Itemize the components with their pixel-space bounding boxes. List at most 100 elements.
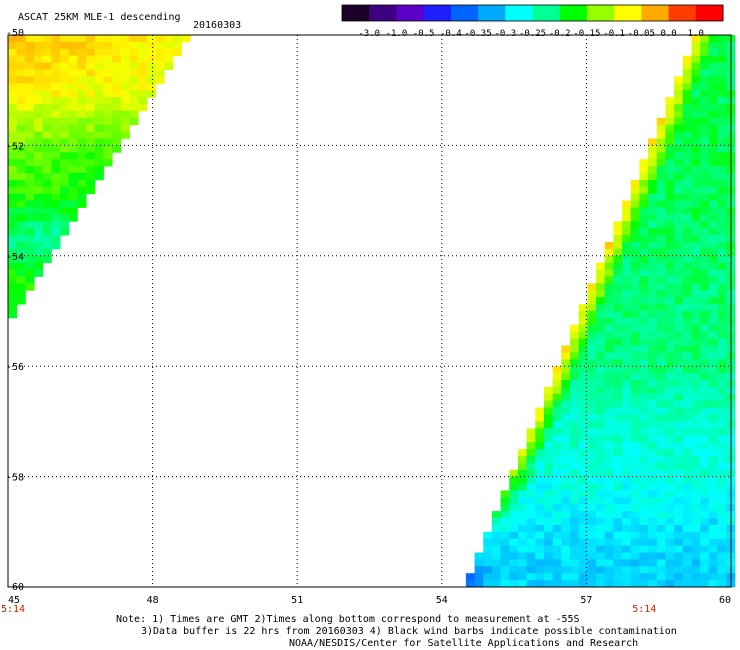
data-cell [622,380,632,388]
data-cell [604,366,614,374]
data-cell [596,566,606,574]
data-cell [544,386,554,395]
data-cell [700,117,710,126]
data-cell [587,497,597,505]
data-cell [68,55,78,63]
data-cell [648,435,658,443]
data-cell [682,552,692,560]
data-cell [94,124,104,132]
data-cell [691,173,701,181]
data-cell [648,428,658,436]
data-cell [94,104,104,112]
data-cell [665,110,675,119]
data-cell [596,435,606,443]
data-cell [639,414,649,422]
data-cell [587,483,597,491]
data-cell [708,414,718,422]
data-cell [708,359,718,367]
data-cell [613,393,623,402]
data-cell [682,200,692,208]
data-cell [622,455,632,464]
data-cell [630,538,640,546]
data-cell [665,449,675,457]
data-cell [708,297,718,305]
data-cell [68,131,78,139]
data-cell [51,242,61,250]
data-cell [665,386,675,395]
data-cell [691,566,701,574]
data-cell [717,538,727,546]
data-cell [544,524,554,533]
data-cell [700,414,710,422]
data-cell [613,331,623,339]
data-cell [578,573,588,581]
data-cell [639,338,649,346]
data-cell [465,580,475,588]
data-cell [674,97,684,105]
data-cell [622,297,632,305]
data-cell [674,242,684,250]
data-cell [665,297,675,305]
data-cell [8,131,18,139]
data-cell [25,69,35,77]
data-cell [60,41,70,50]
data-cell [491,538,501,546]
x-tick-label: 60 [719,595,731,606]
data-cell [648,566,658,574]
data-cell [587,566,597,574]
data-cell [129,97,139,105]
data-cell [630,373,640,381]
data-cell [665,442,675,450]
note-line-3: NOAA/NESDIS/Center for Satellite Applica… [289,638,639,649]
data-cell [526,462,536,471]
data-cell [717,524,727,533]
data-cell [674,538,684,546]
data-cell [34,228,44,236]
data-cell [691,48,701,57]
data-cell [630,345,640,353]
data-cell [682,283,692,291]
data-cell [120,35,130,43]
data-cell [700,193,710,201]
data-cell [16,69,26,77]
data-cell [674,110,684,119]
data-cell [674,235,684,243]
note-line-2: 3)Data buffer is 22 hrs from 20160303 4)… [141,626,677,637]
data-cell [682,428,692,436]
data-cell [112,117,122,126]
data-cell [68,124,78,132]
data-cell [596,518,606,526]
data-cell [77,173,87,181]
data-cell [500,490,510,498]
data-cell [691,152,701,160]
data-cell [77,193,87,201]
data-cell [596,311,606,319]
data-cell [691,449,701,457]
data-cell [700,69,710,77]
data-cell [613,476,623,484]
data-cell [717,242,727,250]
data-cell [60,138,70,146]
data-cell [708,421,718,429]
data-cell [491,518,501,526]
data-cell [604,393,614,402]
data-cell [16,248,26,257]
data-cell [639,518,649,526]
data-cell [708,393,718,402]
data-cell [613,414,623,422]
data-cell [578,442,588,450]
data-cell [587,490,597,498]
data-cell [491,531,501,540]
data-cell [674,469,684,477]
data-cell [146,62,156,70]
data-cell [544,580,554,588]
data-cell [500,559,510,567]
data-cell [639,449,649,457]
data-cell [561,421,571,429]
data-cell [8,248,18,257]
data-cell [526,449,536,457]
data-cell [103,97,113,105]
data-cell [34,248,44,257]
data-cell [674,338,684,346]
data-cell [86,124,96,132]
